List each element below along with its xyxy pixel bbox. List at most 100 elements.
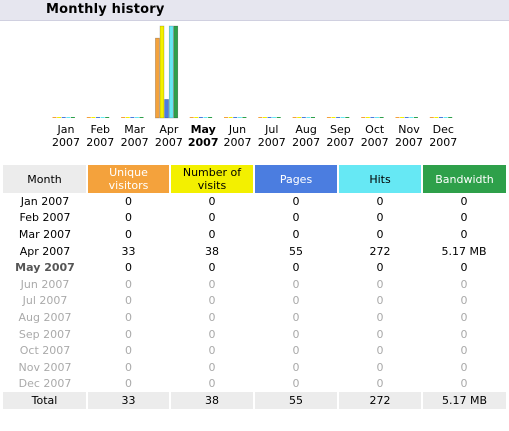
table-row: Dec 2007 0 0 0 0 0: [3, 376, 506, 393]
cell-hits: 0: [376, 377, 384, 391]
bar-pages: [336, 117, 341, 118]
monthly-stats-table: Month Unique visitors Number of visits P…: [3, 165, 506, 409]
row-month: Jun 2007: [20, 277, 70, 291]
total-bandwidth: 5.17 MB: [421, 392, 506, 409]
bar-bandwidth: [311, 117, 315, 118]
cell-unique: 0: [125, 277, 132, 291]
col-header-bandwidth: Bandwidth: [421, 165, 506, 193]
cell-unique: 0: [125, 227, 132, 241]
bar-bandwidth: [208, 117, 213, 118]
row-month: Apr 2007: [19, 244, 71, 258]
cell-bandwidth: 5.17 MB: [441, 244, 487, 258]
col-header-hits: Hits: [337, 165, 422, 193]
table-header-row: Month Unique visitors Number of visits P…: [3, 165, 506, 193]
cell-visits: 0: [208, 344, 216, 358]
chart-month-label: Aug 2007: [289, 123, 323, 149]
total-visits: 38: [169, 392, 254, 409]
row-month: Sep 2007: [18, 327, 72, 341]
cell-bandwidth: 0: [460, 277, 468, 291]
chart-month-year: 2007: [187, 136, 219, 149]
bar-unique-visitors: [52, 117, 57, 118]
chart-month-year: 2007: [257, 136, 286, 149]
chart-month-name: Apr: [159, 123, 179, 136]
bar-hits: [168, 25, 174, 119]
cell-pages: 0: [292, 294, 300, 308]
bar-bandwidth: [173, 25, 179, 119]
cell-bandwidth: 0: [460, 377, 468, 391]
chart-month-name: Jul: [265, 123, 279, 136]
cell-pages: 0: [292, 277, 300, 291]
bar-bandwidth: [276, 117, 281, 118]
bar-hits: [375, 117, 379, 118]
cell-hits: 0: [376, 344, 384, 358]
cell-bandwidth: 0: [460, 194, 468, 208]
cell-hits: 0: [376, 194, 384, 208]
cell-visits: 38: [205, 244, 219, 258]
cell-bandwidth: 0: [460, 261, 468, 275]
chart-month-year: 2007: [395, 136, 423, 149]
bar-hits: [272, 117, 277, 118]
bar-pages: [96, 117, 100, 118]
cell-pages: 55: [289, 244, 303, 258]
total-row: Total 33 38 55 272 5.17 MB: [3, 392, 506, 409]
bar-bandwidth: [105, 117, 110, 118]
cell-unique: 0: [125, 294, 132, 308]
cell-unique: 0: [125, 310, 132, 324]
chart-month-year: 2007: [120, 136, 149, 149]
chart-month-year: 2007: [52, 136, 80, 149]
cell-visits: 0: [208, 277, 216, 291]
table-row: Feb 2007 0 0 0 0 0: [3, 210, 506, 227]
cell-visits: 0: [208, 261, 216, 275]
bar-unique-visitors: [292, 117, 297, 118]
cell-bandwidth: 0: [460, 360, 468, 374]
bar-unique-visitors: [155, 37, 160, 119]
chart-month-year: 2007: [326, 136, 355, 149]
bar-visits: [159, 25, 165, 119]
table-row: May 2007 0 0 0 0 0: [3, 259, 506, 276]
cell-visits: 0: [208, 211, 216, 225]
chart-month-name: Sep: [330, 123, 351, 136]
row-month: Jul 2007: [22, 294, 68, 308]
section-title: Monthly history: [46, 2, 165, 17]
table-row: Jun 2007 0 0 0 0 0: [3, 276, 506, 293]
cell-hits: 0: [376, 277, 384, 291]
chart-month-name: Jan: [57, 123, 75, 136]
bar-bandwidth: [242, 117, 247, 118]
bar-visits: [331, 117, 336, 118]
row-month: Oct 2007: [19, 344, 71, 358]
bar-pages: [233, 117, 238, 118]
table-row: Apr 2007 33 38 55 272 5.17 MB: [3, 243, 506, 260]
chart-month-name: Aug: [295, 123, 317, 136]
chart-month-name: Feb: [90, 123, 111, 136]
bar-bandwidth: [345, 117, 350, 118]
bar-unique-visitors: [361, 117, 366, 118]
cell-pages: 0: [292, 194, 300, 208]
bar-hits: [443, 117, 448, 118]
section-header: Monthly history: [0, 0, 509, 21]
chart-month-year: 2007: [292, 136, 321, 149]
chart-month-year: 2007: [360, 136, 389, 149]
chart-month-label: Dec 2007: [426, 123, 460, 149]
bar-hits: [237, 117, 242, 118]
cell-hits: 272: [369, 244, 391, 258]
chart-month-name: Nov: [398, 123, 420, 136]
cell-unique: 0: [125, 211, 132, 225]
row-month: Dec 2007: [18, 377, 72, 391]
bar-unique-visitors: [326, 117, 331, 118]
row-month: Aug 2007: [18, 310, 72, 324]
cell-unique: 0: [125, 194, 132, 208]
cell-bandwidth: 0: [460, 211, 468, 225]
cell-hits: 0: [376, 294, 384, 308]
table-row: Mar 2007 0 0 0 0 0: [3, 226, 506, 243]
cell-pages: 0: [292, 211, 300, 225]
chart-month-year: 2007: [429, 136, 458, 149]
table-row: Aug 2007 0 0 0 0 0: [3, 309, 506, 326]
chart-month-name: Mar: [124, 123, 145, 136]
cell-hits: 0: [376, 211, 384, 225]
bar-bandwidth: [379, 117, 384, 118]
cell-hits: 0: [376, 261, 384, 275]
cell-bandwidth: 0: [460, 310, 468, 324]
bar-visits: [91, 117, 96, 118]
bar-visits: [228, 117, 233, 118]
bar-unique-visitors: [86, 117, 91, 118]
